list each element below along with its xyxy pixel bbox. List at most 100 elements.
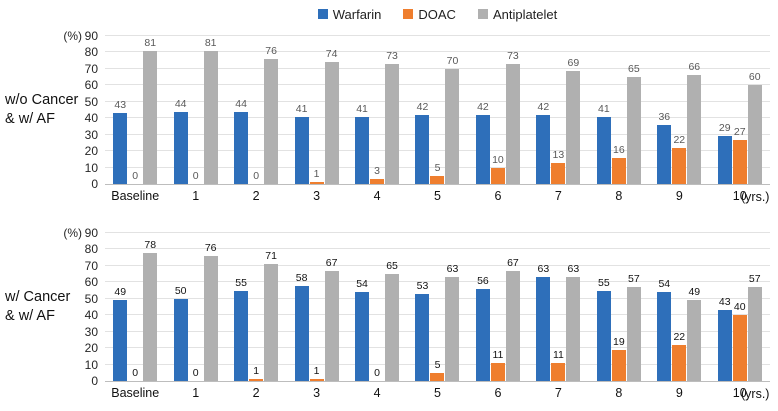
bar-group-8: 55 19 57	[589, 233, 649, 381]
bar-antiplatelet: 49	[687, 286, 702, 381]
panel-row-label-line2: & w/ AF	[5, 308, 55, 324]
bar-doac: 1	[249, 365, 264, 381]
bar-group-9: 36 22 66	[649, 36, 709, 184]
legend-item-doac: DOAC	[403, 7, 456, 22]
y-tick-label: 10	[84, 357, 98, 372]
bar-antiplatelet: 81	[203, 37, 218, 184]
bar-antiplatelet: 71	[264, 250, 279, 381]
bar-group-4: 41 3 73	[347, 36, 407, 184]
value-label: 10	[492, 153, 504, 166]
value-label: 29	[718, 122, 731, 135]
bar-groups: 43 0 81 44 0 81 44 0 76 41 1 74 41 3 73 42 5 70 42 10 73 42 13…	[105, 36, 770, 184]
bar-doac: 16	[611, 144, 626, 184]
value-label: 0	[132, 367, 139, 379]
value-label: 49	[114, 286, 127, 299]
x-tick-label: 8	[615, 189, 623, 203]
bar-warfarin: 41	[355, 103, 370, 184]
x-tick-label: 4	[373, 189, 381, 203]
bar-doac: 19	[611, 336, 626, 381]
bar-doac: 1	[309, 168, 324, 184]
value-label: 49	[688, 286, 701, 299]
bar-groups: 49 0 78 50 0 76 55 1 71 58 1 67 54 0 65 53 5 63 56 11 67 63 11…	[105, 233, 770, 381]
value-label: 1	[313, 365, 320, 378]
legend-item-warfarin: Warfarin	[317, 7, 381, 22]
bar-group-9: 54 22 49	[649, 233, 709, 381]
bar-antiplatelet: 67	[505, 257, 520, 381]
gridline	[105, 51, 770, 53]
y-axis-unit-label: (%)	[63, 29, 82, 43]
value-label: 66	[688, 61, 701, 74]
x-tick-label: 1	[192, 386, 200, 400]
y-tick-label: 30	[84, 127, 98, 142]
bar-antiplatelet: 73	[385, 50, 400, 184]
bar-doac: 13	[551, 149, 566, 184]
value-label: 22	[673, 133, 686, 146]
value-label: 56	[477, 274, 489, 287]
value-label: 41	[598, 102, 610, 115]
bar-group-1: 50 0 76	[165, 233, 225, 381]
bar-doac: 5	[430, 162, 445, 184]
bar-antiplatelet: 76	[264, 45, 279, 184]
gridline	[105, 330, 770, 332]
legend-label: Antiplatelet	[492, 6, 558, 22]
gridline	[105, 248, 770, 250]
legend: Warfarin DOAC Antiplatelet	[105, 5, 770, 23]
value-label: 41	[356, 102, 368, 115]
bar-group-6: 42 10 73	[468, 36, 528, 184]
value-label: 70	[446, 54, 459, 67]
gridline	[105, 347, 770, 349]
bar-group-5: 53 5 63	[407, 233, 467, 381]
bar-warfarin: 44	[173, 98, 188, 184]
bar-doac: 5	[430, 359, 445, 381]
y-tick-label: 50	[84, 94, 98, 109]
value-label: 0	[374, 367, 380, 379]
bar-group-10: 29 27 60	[710, 36, 770, 184]
legend-swatch-icon	[403, 9, 414, 19]
chart-panel-with-cancer: w/ Cancer & w/ AF (%) 90 80 70 60 50 40 30 20 10…	[0, 197, 778, 403]
value-label: 27	[733, 125, 746, 138]
value-label: 36	[658, 110, 671, 123]
y-tick-label: 0	[91, 177, 98, 191]
bar-warfarin: 63	[536, 263, 551, 381]
y-tick-label: 60	[84, 78, 98, 93]
gridline	[105, 297, 770, 299]
gridline	[105, 363, 770, 365]
chart-panel-without-cancer: w/o Cancer & w/ AF (%) 90 80 70 60 50 40 30 20 1…	[5, 29, 770, 204]
bar-antiplatelet: 57	[626, 273, 641, 381]
y-tick-label: 40	[84, 111, 98, 126]
x-tick-label: 3	[313, 386, 321, 400]
bar-warfarin: 54	[355, 278, 370, 381]
x-axis-unit-label: (yrs.)	[741, 387, 770, 401]
value-label: 76	[265, 45, 277, 58]
value-label: 5	[434, 161, 441, 174]
value-label: 73	[386, 49, 398, 62]
bar-group-7: 42 13 69	[528, 36, 588, 184]
y-tick-label: 80	[84, 45, 98, 60]
value-label: 16	[613, 143, 625, 156]
value-label: 54	[658, 278, 671, 291]
y-tick-label: 50	[84, 291, 98, 306]
bar-warfarin: 43	[717, 296, 732, 381]
value-label: 65	[628, 63, 640, 76]
x-tick-label: 7	[554, 386, 562, 400]
plot-area: 49 0 78 50 0 76 55 1 71 58 1 67 54 0 65 53 5 63 56 11 67 63 11…	[105, 232, 770, 382]
bar-doac: 11	[490, 349, 505, 381]
x-tick-label: 10	[732, 386, 747, 400]
value-label: 44	[235, 97, 247, 110]
bar-antiplatelet: 63	[445, 263, 460, 381]
value-label: 74	[325, 48, 338, 61]
y-tick-label: 70	[84, 258, 98, 273]
bar-warfarin: 54	[657, 278, 672, 381]
bar-warfarin: 56	[475, 275, 490, 381]
legend-swatch-icon	[317, 9, 328, 19]
x-tick-label: 9	[675, 386, 683, 400]
x-tick-label: 5	[434, 189, 441, 203]
bar-warfarin: 43	[113, 99, 128, 184]
value-label: 3	[374, 165, 380, 178]
bar-group-4: 54 0 65	[347, 233, 407, 381]
value-label: 5	[434, 358, 441, 371]
value-label: 0	[132, 170, 139, 182]
bar-group-7: 63 11 63	[528, 233, 588, 381]
gridline	[105, 150, 770, 152]
value-label: 1	[313, 168, 320, 181]
